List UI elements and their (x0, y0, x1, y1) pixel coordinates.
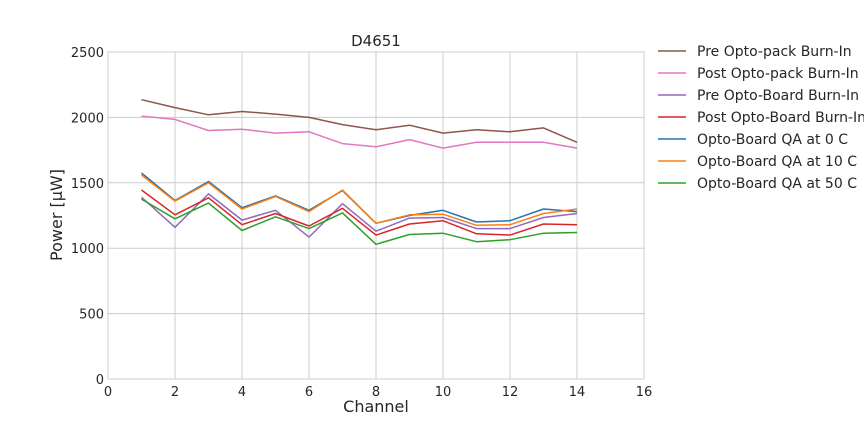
legend-label: Pre Opto-pack Burn-In (697, 44, 852, 60)
legend-label: Opto-Board QA at 50 C (697, 176, 857, 192)
series-line (141, 174, 578, 227)
x-tick-label: 6 (305, 385, 313, 400)
x-tick-label: 10 (435, 385, 452, 400)
series-line (140, 193, 578, 238)
legend-label: Post Opto-pack Burn-In (697, 66, 859, 82)
x-axis-label: Channel (343, 397, 409, 416)
x-tick-label: 12 (502, 385, 519, 400)
x-tick-label: 4 (238, 385, 246, 400)
series-line (141, 98, 578, 143)
y-tick-label: 1000 (71, 242, 104, 257)
legend-label: Opto-Board QA at 0 C (697, 132, 848, 148)
tick-labels: 0 2 4 6 8 10 12 14 16 0 500 1000 1500 2000 2500 (71, 46, 652, 400)
y-tick-label: 2500 (71, 46, 104, 61)
legend-label: Opto-Board QA at 10 C (697, 154, 857, 170)
plot-frame (107, 51, 645, 380)
legend-label: Pre Opto-Board Burn-In (697, 88, 859, 104)
legend: Pre Opto-pack Burn-In Post Opto-pack Burn… (658, 44, 864, 192)
series-line (141, 115, 578, 149)
y-tick-label: 1500 (71, 177, 104, 192)
x-tick-label: 0 (104, 385, 112, 400)
y-axis-label: Power [μW] (47, 169, 66, 261)
y-tick-label: 2000 (71, 111, 104, 126)
series-lines (140, 98, 578, 246)
x-tick-label: 14 (569, 385, 586, 400)
x-tick-label: 16 (636, 385, 653, 400)
series-line (141, 189, 578, 236)
y-tick-label: 500 (79, 308, 104, 323)
legend-label: Post Opto-Board Burn-In (697, 110, 864, 126)
series-line (141, 198, 578, 246)
chart-title: D4651 (351, 32, 401, 50)
y-tick-label: 0 (96, 373, 104, 388)
x-tick-label: 2 (171, 385, 179, 400)
x-tick-label: 8 (372, 385, 380, 400)
